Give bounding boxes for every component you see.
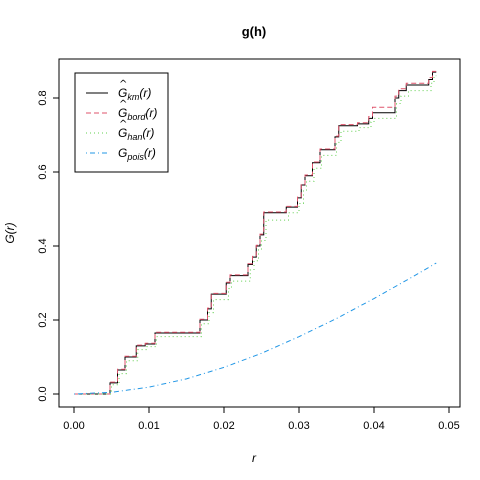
chart-title: g(h) <box>242 24 267 39</box>
y-tick-label: 0.6 <box>37 164 49 179</box>
series-line-3 <box>73 262 437 395</box>
y-axis-label: G(r) <box>3 222 17 243</box>
legend-label-2: Ghan(r) <box>118 126 154 142</box>
y-tick-label: 0.4 <box>37 238 49 253</box>
series-line-1 <box>74 70 437 395</box>
x-tick-label: 0.04 <box>363 420 384 432</box>
series-line-2 <box>74 75 437 395</box>
x-tick-label: 0.05 <box>438 420 459 432</box>
legend: Gkm(r)^Gbord(r)^Ghan(r)^Gpois(r) <box>74 72 169 173</box>
x-axis-label: r <box>252 451 257 465</box>
legend-label-1: Gbord(r) <box>118 106 157 122</box>
legend-label-3: Gpois(r) <box>118 146 156 162</box>
legend-hat-2: ^ <box>119 119 127 130</box>
x-tick-label: 0.01 <box>138 420 159 432</box>
series-line-0 <box>74 71 437 395</box>
legend-hat-0: ^ <box>119 79 127 90</box>
y-axis: 0.0 0.2 0.4 0.6 0.8 <box>37 90 60 402</box>
legend-hat-1: ^ <box>119 99 127 110</box>
series-layer <box>73 70 437 395</box>
x-tick-label: 0.03 <box>288 420 309 432</box>
y-tick-label: 0.0 <box>37 386 49 401</box>
legend-label-0: Gkm(r) <box>118 86 151 102</box>
x-tick-label: 0.02 <box>213 420 234 432</box>
x-axis: 0.00 0.01 0.02 0.03 0.04 0.05 <box>63 406 460 432</box>
legend-box <box>74 72 169 173</box>
x-tick-label: 0.00 <box>63 420 84 432</box>
y-tick-label: 0.8 <box>37 90 49 105</box>
y-tick-label: 0.2 <box>37 312 49 327</box>
